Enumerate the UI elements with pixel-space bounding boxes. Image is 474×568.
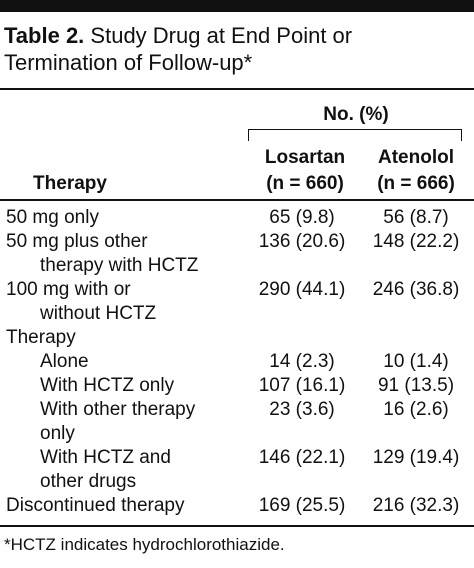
row-label: 50 mg plus other: [6, 231, 148, 252]
cell: 23 (3.6): [269, 399, 335, 420]
cell: 56 (8.7): [383, 207, 449, 228]
column-header: Atenolol: [378, 147, 454, 168]
table-label: Table 2.: [4, 23, 85, 48]
row-label: 100 mg with or: [6, 279, 131, 300]
cell: 129 (19.4): [372, 447, 460, 468]
cell: 148 (22.2): [372, 231, 460, 252]
cell: 169 (25.5): [258, 495, 346, 516]
cell: 10 (1.4): [383, 351, 449, 372]
rule: [0, 199, 474, 201]
row-label: without HCTZ: [40, 303, 157, 324]
cell: 107 (16.1): [258, 375, 346, 396]
title: Table 2. Study Drug at End Point or: [4, 22, 352, 49]
column-header: (n = 660): [266, 173, 344, 194]
title-line: Termination of Follow-up*: [4, 50, 253, 75]
cell: 246 (36.8): [372, 279, 460, 300]
row-label: therapy with HCTZ: [40, 255, 199, 276]
cell: 16 (2.6): [383, 399, 449, 420]
cell: 91 (13.5): [377, 375, 455, 396]
column-header: (n = 666): [377, 173, 455, 194]
cell: 136 (20.6): [258, 231, 346, 252]
row-label: With HCTZ only: [40, 375, 175, 396]
cell: 146 (22.1): [258, 447, 346, 468]
row-label: With other therapy: [40, 399, 196, 420]
row-label: Alone: [40, 351, 89, 372]
cell: 216 (32.3): [372, 495, 460, 516]
cell: 14 (2.3): [269, 351, 335, 372]
cell: 65 (9.8): [269, 207, 335, 228]
title-line: Study Drug at End Point or: [90, 23, 353, 48]
bracket: [248, 129, 462, 141]
footnote: *HCTZ indicates hydrochlorothiazide.: [4, 535, 285, 554]
column-header: Losartan: [264, 147, 346, 168]
rule: [0, 88, 474, 90]
row-label: 50 mg only: [6, 207, 99, 228]
top-bar: [0, 0, 474, 12]
column-header: Therapy: [33, 173, 107, 194]
row-label: Discontinued therapy: [6, 495, 185, 516]
row-label: With HCTZ and: [40, 447, 171, 468]
group-header: No. (%): [323, 104, 389, 125]
cell: 290 (44.1): [258, 279, 346, 300]
row-label: Therapy: [6, 327, 76, 348]
row-label: other drugs: [40, 471, 137, 492]
row-label: only: [40, 423, 75, 444]
rule: [0, 525, 474, 527]
